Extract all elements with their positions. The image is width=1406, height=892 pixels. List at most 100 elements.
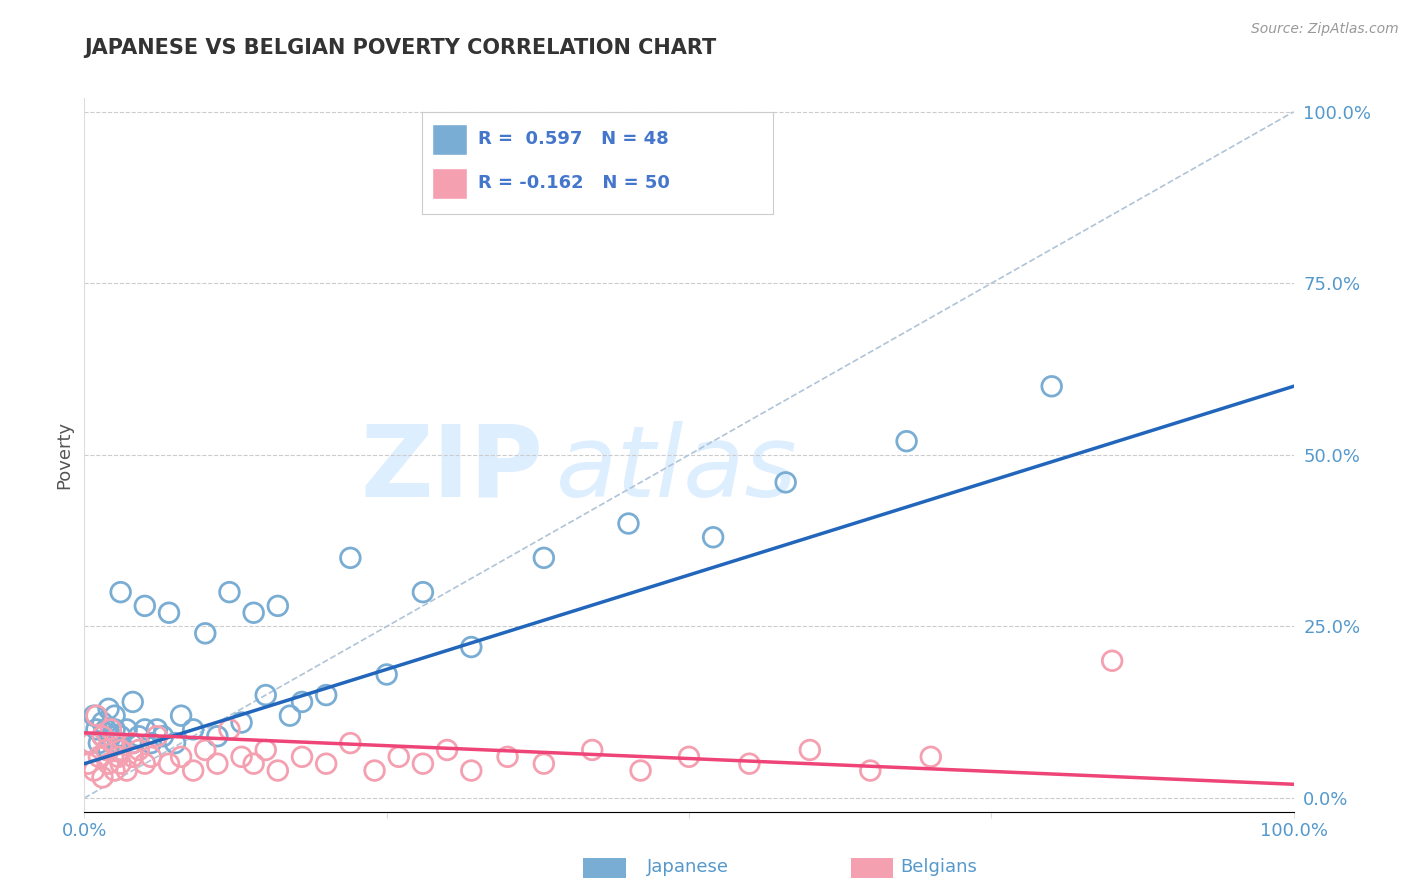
Point — [91, 729, 114, 743]
Point — [87, 736, 110, 750]
Point — [94, 743, 117, 757]
Point — [91, 729, 114, 743]
Point — [254, 743, 277, 757]
Point — [86, 708, 108, 723]
Point — [87, 749, 110, 764]
Point — [799, 743, 821, 757]
Point — [278, 708, 301, 723]
Point — [315, 688, 337, 702]
Point — [91, 771, 114, 785]
Point — [460, 764, 482, 778]
Point — [157, 756, 180, 771]
Point — [412, 585, 434, 599]
Point — [110, 743, 132, 757]
Point — [617, 516, 640, 531]
Point — [291, 695, 314, 709]
Point — [97, 756, 120, 771]
Point — [533, 550, 555, 565]
Point — [460, 640, 482, 654]
Point — [79, 736, 101, 750]
Point — [231, 715, 253, 730]
Text: R = -0.162   N = 50: R = -0.162 N = 50 — [478, 174, 669, 193]
Point — [218, 585, 240, 599]
Point — [107, 749, 129, 764]
Point — [157, 606, 180, 620]
Point — [146, 729, 169, 743]
Point — [121, 736, 143, 750]
Text: R =  0.597   N = 48: R = 0.597 N = 48 — [478, 130, 669, 148]
Point — [207, 756, 229, 771]
Point — [170, 708, 193, 723]
Point — [152, 729, 174, 743]
Point — [194, 626, 217, 640]
Point — [181, 764, 204, 778]
Point — [134, 599, 156, 613]
FancyBboxPatch shape — [433, 168, 467, 199]
Point — [104, 736, 127, 750]
Point — [242, 756, 264, 771]
Point — [533, 756, 555, 771]
Point — [165, 736, 187, 750]
Point — [315, 756, 337, 771]
Point — [702, 530, 724, 544]
Point — [375, 667, 398, 681]
Point — [104, 723, 127, 737]
Point — [121, 736, 143, 750]
Point — [121, 695, 143, 709]
Point — [339, 550, 361, 565]
Point — [242, 606, 264, 620]
Point — [134, 723, 156, 737]
Point — [79, 736, 101, 750]
Point — [738, 756, 761, 771]
Point — [896, 434, 918, 449]
Point — [110, 756, 132, 771]
Point — [581, 743, 603, 757]
Point — [128, 729, 150, 743]
Point — [115, 764, 138, 778]
Point — [121, 749, 143, 764]
Point — [91, 715, 114, 730]
Point — [146, 723, 169, 737]
Point — [181, 723, 204, 737]
Point — [630, 764, 652, 778]
Point — [139, 749, 162, 764]
Point — [339, 736, 361, 750]
Point — [678, 749, 700, 764]
Point — [388, 749, 411, 764]
Point — [218, 723, 240, 737]
Point — [1101, 654, 1123, 668]
Text: atlas: atlas — [555, 421, 797, 517]
Point — [207, 729, 229, 743]
Text: ZIP: ZIP — [361, 421, 544, 517]
Point — [100, 729, 122, 743]
Point — [134, 756, 156, 771]
Y-axis label: Poverty: Poverty — [55, 421, 73, 489]
Point — [110, 585, 132, 599]
Point — [412, 756, 434, 771]
Text: Source: ZipAtlas.com: Source: ZipAtlas.com — [1251, 22, 1399, 37]
Point — [97, 743, 120, 757]
Point — [194, 743, 217, 757]
Point — [254, 688, 277, 702]
Text: JAPANESE VS BELGIAN POVERTY CORRELATION CHART: JAPANESE VS BELGIAN POVERTY CORRELATION … — [84, 38, 717, 58]
Point — [139, 736, 162, 750]
Point — [86, 723, 108, 737]
Point — [107, 736, 129, 750]
Point — [83, 764, 105, 778]
Point — [83, 708, 105, 723]
Point — [496, 749, 519, 764]
Point — [291, 749, 314, 764]
FancyBboxPatch shape — [433, 124, 467, 154]
Point — [436, 743, 458, 757]
Point — [97, 702, 120, 716]
Point — [110, 729, 132, 743]
Text: Japanese: Japanese — [647, 858, 728, 876]
Point — [104, 708, 127, 723]
Point — [100, 723, 122, 737]
Point — [170, 749, 193, 764]
Point — [775, 475, 797, 490]
Point — [77, 756, 100, 771]
Point — [363, 764, 385, 778]
Point — [267, 599, 290, 613]
Point — [231, 749, 253, 764]
